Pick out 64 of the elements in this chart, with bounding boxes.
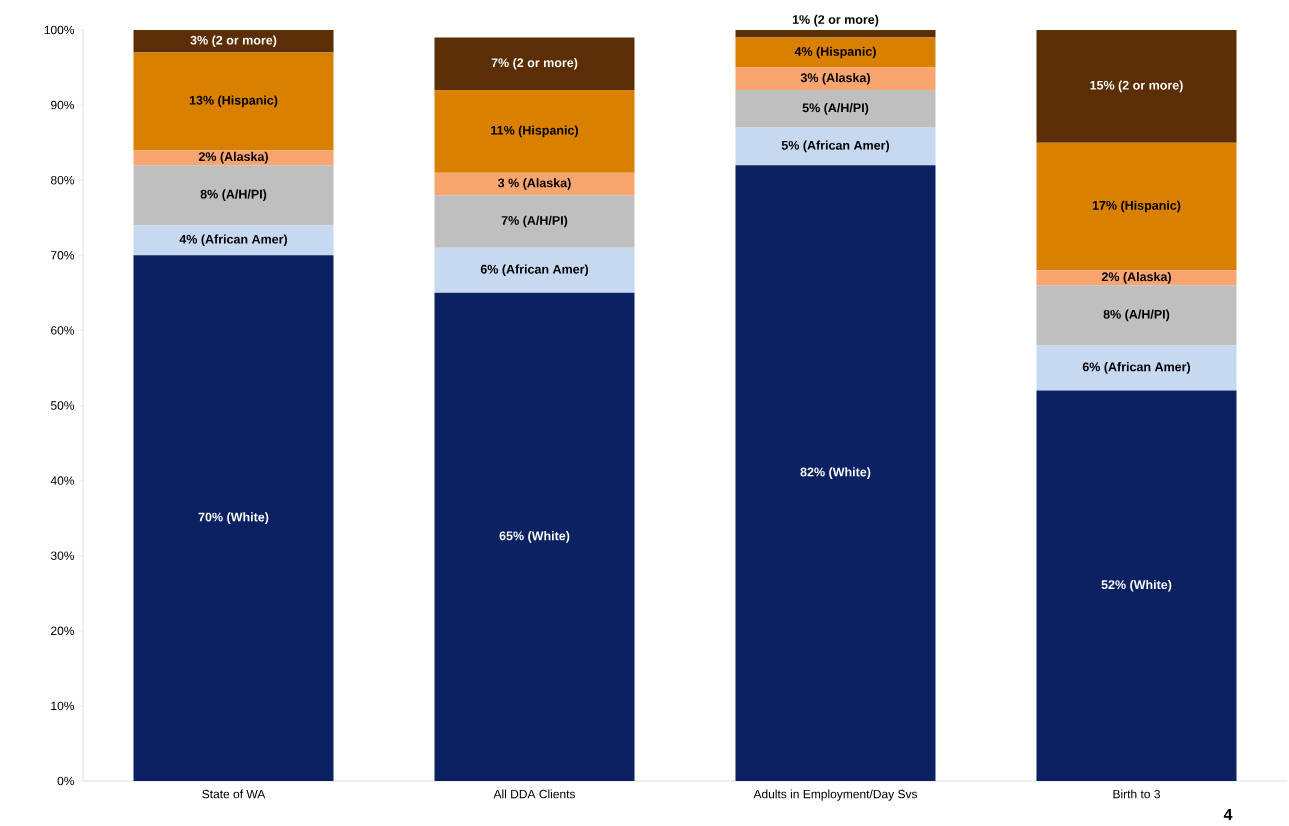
data-label: 6% (African Amer) bbox=[480, 264, 589, 277]
data-label: 17% (Hispanic) bbox=[1092, 200, 1181, 213]
x-tick-label: All DDA Clients bbox=[493, 789, 576, 799]
data-label: 5% (A/H/PI) bbox=[802, 103, 869, 115]
bar bbox=[434, 247, 635, 293]
bar bbox=[735, 165, 936, 781]
x-tick-label: State of WA bbox=[202, 789, 266, 799]
bar bbox=[1036, 345, 1237, 391]
y-tick-label: 20% bbox=[51, 626, 75, 636]
y-tick-label: 60% bbox=[51, 326, 75, 335]
y-tick-label: 80% bbox=[50, 175, 75, 185]
bar bbox=[1036, 29, 1237, 143]
data-label: 3% (Alaska) bbox=[800, 72, 870, 85]
bar bbox=[133, 255, 334, 781]
y-tick-label: 70% bbox=[51, 251, 75, 260]
data-label: 6% (African Amer) bbox=[1082, 362, 1191, 374]
bar bbox=[434, 292, 635, 781]
data-label: 70% (White) bbox=[198, 512, 269, 524]
data-label: 8% (A/H/PI) bbox=[1103, 309, 1170, 322]
bar bbox=[1036, 270, 1237, 286]
bar bbox=[1036, 285, 1237, 346]
bar bbox=[1036, 390, 1237, 781]
bar bbox=[735, 90, 936, 128]
bar bbox=[133, 150, 334, 166]
data-label: 8% (A/H/PI) bbox=[200, 189, 267, 202]
data-label: 1% (2 or more) bbox=[792, 14, 879, 27]
bar bbox=[735, 37, 936, 68]
data-label: 15% (2 or more) bbox=[1090, 80, 1183, 93]
y-tick-label: 10% bbox=[51, 701, 75, 711]
x-tick-label: Adults in Employment/Day Svs bbox=[753, 789, 918, 801]
y-tick-label: 30% bbox=[50, 551, 75, 560]
data-label: 13% (Hispanic) bbox=[189, 95, 278, 108]
data-label: 5% (African Amer) bbox=[781, 140, 890, 153]
text: 4 bbox=[1223, 808, 1233, 820]
bar bbox=[735, 67, 936, 91]
x-tick-label: Birth to 3 bbox=[1113, 789, 1160, 799]
y-tick-label: 90% bbox=[51, 100, 75, 110]
data-label: 4% (Hispanic) bbox=[794, 46, 876, 59]
bar bbox=[434, 90, 635, 173]
y-tick-label: 100% bbox=[44, 25, 75, 35]
data-label: 65% (White) bbox=[499, 531, 570, 543]
data-label: 4% (African Amer) bbox=[179, 234, 288, 247]
y-tick-label: 40% bbox=[50, 476, 75, 485]
bar bbox=[1036, 142, 1237, 271]
bar bbox=[735, 29, 936, 38]
bar bbox=[133, 165, 334, 226]
bar bbox=[133, 225, 334, 256]
bar bbox=[133, 29, 334, 53]
data-label: 7% (A/H/PI) bbox=[501, 215, 568, 228]
bar bbox=[133, 52, 334, 151]
bar bbox=[434, 172, 635, 196]
y-tick-label: 0% bbox=[57, 776, 75, 786]
data-label: 52% (White) bbox=[1101, 579, 1172, 592]
data-label: 3% (2 or more) bbox=[190, 35, 277, 48]
bar bbox=[434, 37, 635, 91]
data-label: 82% (White) bbox=[800, 467, 871, 479]
data-label: 2% (Alaska) bbox=[1101, 271, 1171, 284]
data-label: 7% (2 or more) bbox=[491, 57, 578, 70]
data-label: 11% (Hispanic) bbox=[491, 125, 578, 138]
bar bbox=[434, 195, 635, 248]
y-tick-label: 50% bbox=[50, 401, 75, 410]
data-label: 3 % (Alaska) bbox=[497, 178, 571, 190]
data-label: 2% (Alaska) bbox=[198, 151, 268, 164]
bar bbox=[735, 127, 936, 166]
